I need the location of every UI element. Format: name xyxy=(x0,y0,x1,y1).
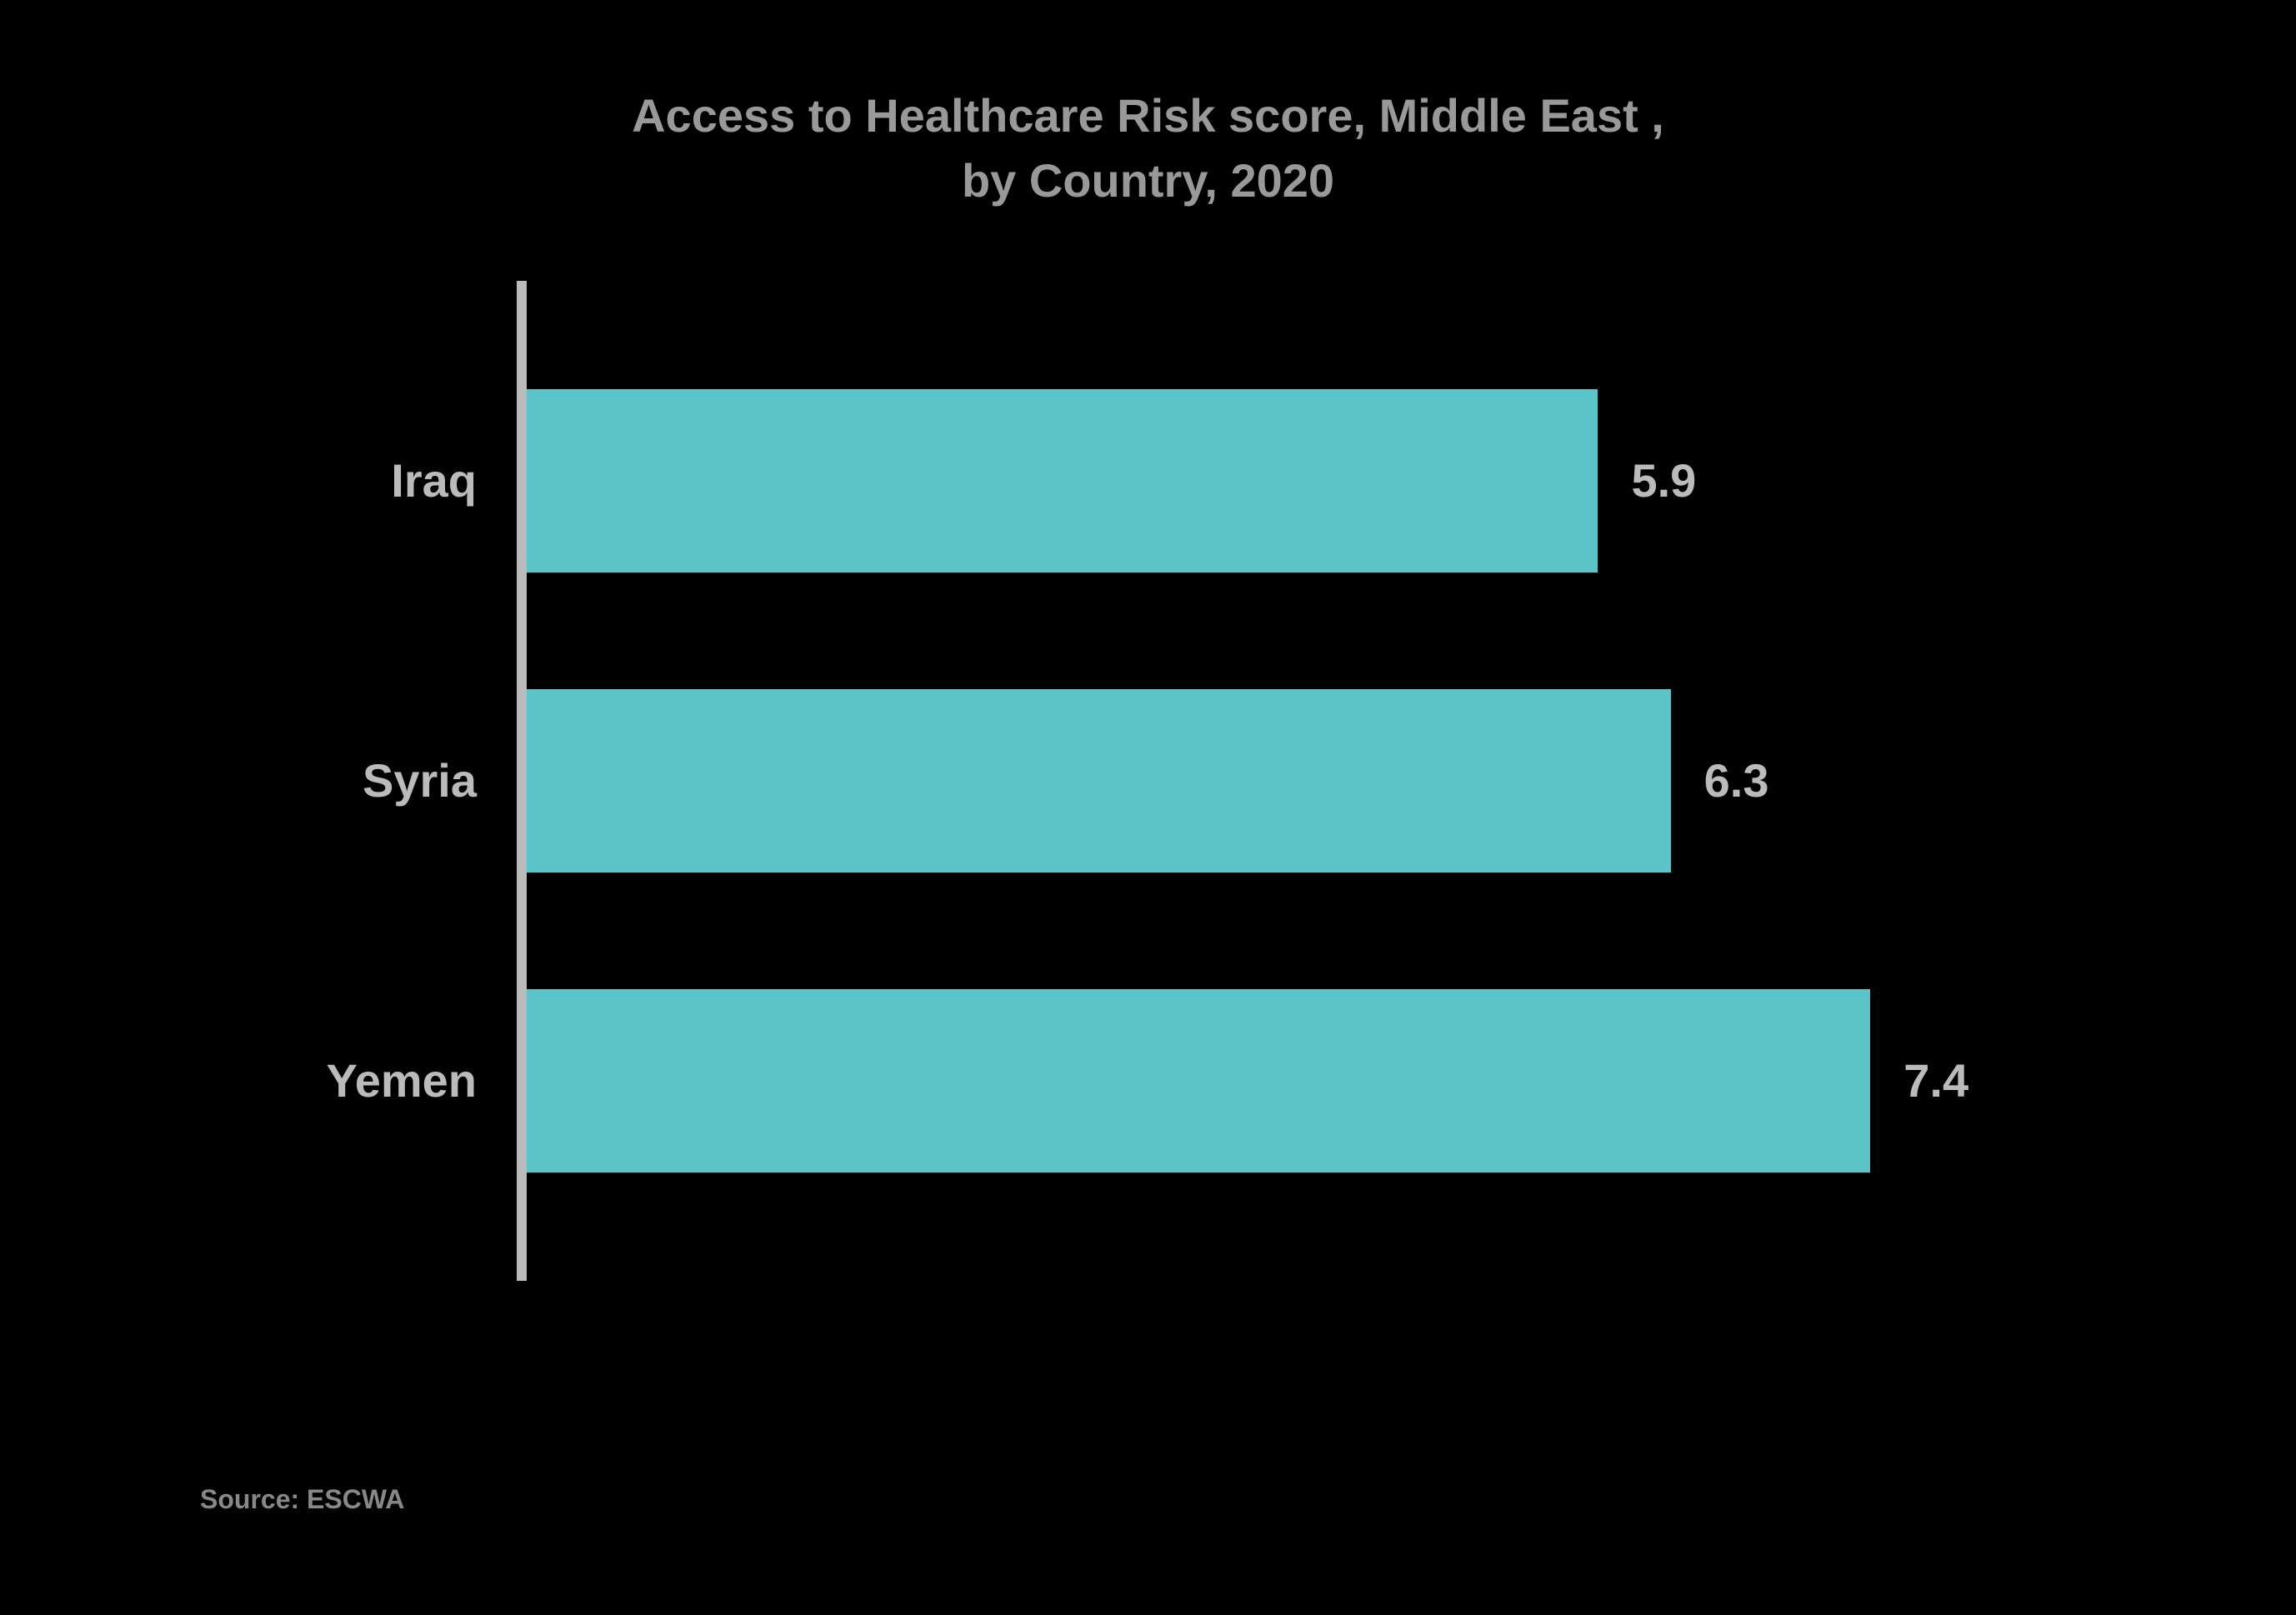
bar-value: 5.9 xyxy=(1631,453,1696,508)
bar-label: Iraq xyxy=(391,453,477,508)
bar-value: 6.3 xyxy=(1704,753,1769,808)
y-axis xyxy=(517,281,527,1281)
bar-row-syria: Syria 6.3 xyxy=(527,689,1979,872)
chart-area: Iraq 5.9 Syria 6.3 Yemen 7.4 xyxy=(517,281,1979,1281)
bar-label: Yemen xyxy=(326,1053,477,1108)
bar-label: Syria xyxy=(363,753,477,808)
chart-title-line2: by Country, 2020 xyxy=(962,154,1334,207)
chart-title-line1: Access to Healthcare Risk score, Middle … xyxy=(632,89,1664,142)
source-text: Source: ESCWA xyxy=(200,1484,404,1515)
bar-value: 7.4 xyxy=(1903,1053,1968,1108)
chart-container: Access to Healthcare Risk score, Middle … xyxy=(0,0,2296,1615)
chart-title: Access to Healthcare Risk score, Middle … xyxy=(150,83,2146,214)
bar xyxy=(527,989,1870,1172)
bar xyxy=(527,389,1598,572)
bars-wrapper: Iraq 5.9 Syria 6.3 Yemen 7.4 xyxy=(527,331,1979,1231)
bar-row-iraq: Iraq 5.9 xyxy=(527,389,1979,572)
bar-row-yemen: Yemen 7.4 xyxy=(527,989,1979,1172)
bar xyxy=(527,689,1671,872)
